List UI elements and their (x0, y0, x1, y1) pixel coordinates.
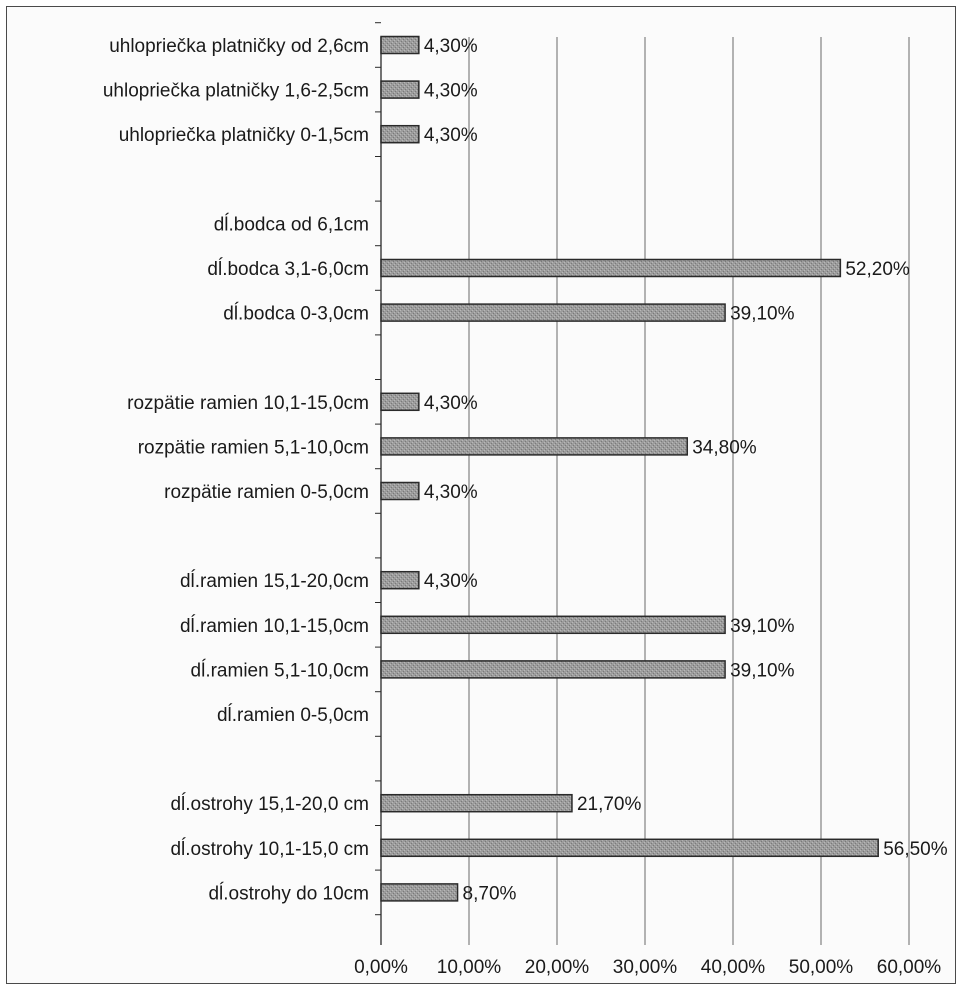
category-label: dĺ.ramien 10,1-15,0cm (180, 615, 369, 637)
bar (380, 392, 420, 412)
bar (380, 793, 573, 813)
bar (380, 35, 420, 55)
bar (380, 570, 420, 590)
data-label: 8,70% (463, 883, 517, 904)
category-label: rozpätie ramien 5,1-10,0cm (138, 437, 369, 458)
data-label: 39,10% (730, 660, 795, 681)
value-labels: 4,30% 4,30% 4,30% 52,20% 39,10% 4,30% 34,80% 4,… (424, 36, 948, 904)
category-label: dĺ.ramien 0-5,0cm (217, 704, 369, 726)
category-label: dĺ.ostrohy do 10cm (208, 882, 369, 904)
x-tick-labels: 0,00% 10,00% 20,00% 30,00% 40,00% 50,00% 60,00… (354, 957, 941, 978)
x-tick-label: 30,00% (613, 957, 678, 978)
category-label: uhlopriečka platničky 1,6-2,5cm (103, 81, 369, 102)
category-label: dĺ.ramien 15,1-20,0cm (180, 570, 369, 592)
category-label: dĺ.bodca 3,1-6,0cm (207, 258, 369, 280)
bar (380, 80, 420, 99)
category-label: dĺ.ostrohy 10,1-15,0 cm (170, 838, 369, 860)
category-label: rozpätie ramien 10,1-15,0cm (127, 393, 369, 414)
bar (380, 660, 726, 679)
data-label: 52,20% (845, 259, 910, 280)
data-label: 4,30% (424, 393, 478, 414)
category-label: dĺ.ostrohy 15,1-20,0 cm (170, 793, 369, 815)
data-label: 4,30% (424, 81, 478, 102)
bars (380, 35, 879, 902)
x-tick-label: 10,00% (437, 957, 502, 978)
category-labels: uhlopriečka platničky od 2,6cm uhlopriečk… (103, 36, 369, 904)
data-label: 39,10% (730, 304, 795, 325)
category-label: dĺ.bodca 0-3,0cm (223, 303, 369, 325)
data-label: 56,50% (883, 839, 948, 860)
x-tick-label: 50,00% (789, 957, 854, 978)
data-label: 21,70% (577, 794, 642, 815)
bar (380, 615, 726, 635)
bar (380, 258, 842, 278)
y-axis (375, 22, 382, 945)
x-tick-label: 40,00% (701, 957, 766, 978)
data-label: 39,10% (730, 616, 795, 637)
category-label: uhlopriečka platničky od 2,6cm (109, 36, 369, 57)
bar-chart: uhlopriečka platničky od 2,6cm uhlopriečk… (103, 22, 948, 978)
gridlines (468, 37, 910, 945)
x-tick-label: 20,00% (525, 957, 590, 978)
bar (380, 124, 420, 144)
bar (380, 481, 420, 501)
data-label: 4,30% (424, 571, 478, 592)
x-tick-label: 0,00% (354, 957, 408, 978)
bar (380, 303, 726, 322)
data-label: 4,30% (424, 125, 478, 146)
data-label: 34,80% (692, 437, 757, 458)
bar (380, 838, 879, 858)
bar (380, 437, 688, 456)
category-label: dĺ.ramien 5,1-10,0cm (191, 659, 369, 681)
category-label: rozpätie ramien 0-5,0cm (164, 482, 369, 503)
data-label: 4,30% (424, 36, 478, 57)
category-label: dĺ.bodca od 6,1cm (214, 213, 369, 235)
x-tick-label: 60,00% (877, 957, 942, 978)
data-label: 4,30% (424, 482, 478, 503)
bar (380, 883, 459, 902)
category-label: uhlopriečka platničky 0-1,5cm (119, 125, 369, 146)
chart-frame: uhlopriečka platničky od 2,6cm uhlopriečk… (6, 6, 956, 984)
